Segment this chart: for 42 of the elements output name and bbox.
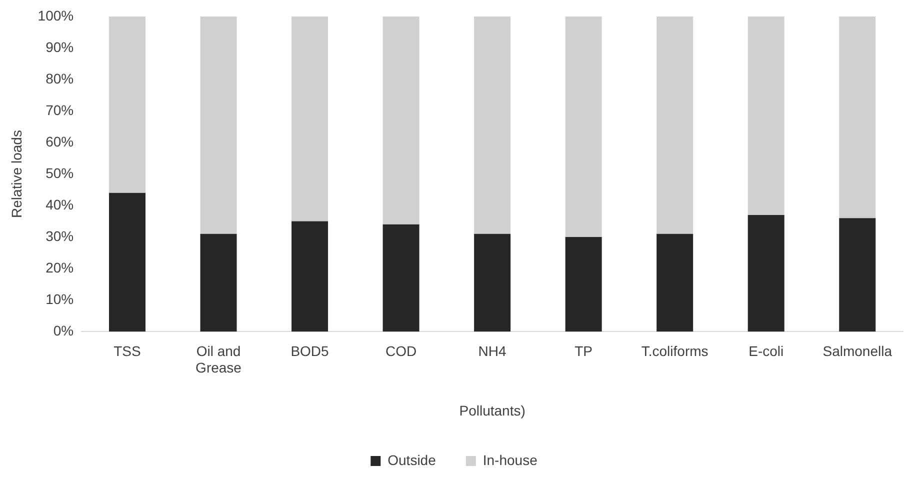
bar: [656, 234, 694, 332]
bar: [108, 16, 146, 193]
bar: [839, 218, 876, 332]
bar: [200, 16, 237, 234]
y-tick-label: 40%: [46, 196, 74, 212]
bar: [748, 16, 784, 215]
y-axis-title: Relative loads: [8, 130, 24, 218]
y-tick-label: 100%: [38, 7, 74, 24]
y-tick-label: 0%: [53, 322, 74, 338]
bar: [292, 221, 328, 332]
x-tick-label: TP: [574, 342, 593, 359]
bar: [565, 237, 602, 332]
x-tick-label: E-coli: [748, 342, 784, 359]
x-tick-label: Oil and Grease: [196, 342, 242, 376]
x-axis-title: Pollutants): [459, 402, 526, 418]
bar: [656, 16, 694, 234]
y-tick-label: 50%: [46, 164, 74, 181]
x-tick-label: BOD5: [290, 342, 330, 359]
bar: [292, 16, 328, 222]
y-tick-label: 90%: [46, 38, 74, 55]
x-tick-label: T.coliforms: [641, 342, 708, 359]
y-tick-label: 30%: [46, 228, 74, 244]
bar: [474, 16, 511, 234]
y-tick-label: 60%: [46, 133, 74, 150]
legend-label: Outside: [388, 452, 436, 468]
y-tick-label: 10%: [46, 290, 74, 307]
y-tick-label: 80%: [46, 70, 74, 86]
y-tick-label: 20%: [46, 259, 74, 276]
bar: [839, 16, 876, 218]
x-tick-label: NH4: [478, 342, 507, 359]
bar: [382, 16, 420, 224]
x-tick-label: COD: [385, 342, 417, 359]
bar: [565, 16, 602, 238]
x-tick-label: TSS: [114, 342, 141, 359]
legend-label: In-house: [482, 452, 538, 468]
bar: [474, 234, 511, 332]
x-tick-label: Salmonella: [822, 342, 892, 359]
bar: [748, 214, 784, 332]
bar: [382, 224, 420, 332]
bar: [200, 234, 237, 332]
bar: [108, 192, 146, 332]
y-tick-label: 70%: [46, 102, 74, 118]
